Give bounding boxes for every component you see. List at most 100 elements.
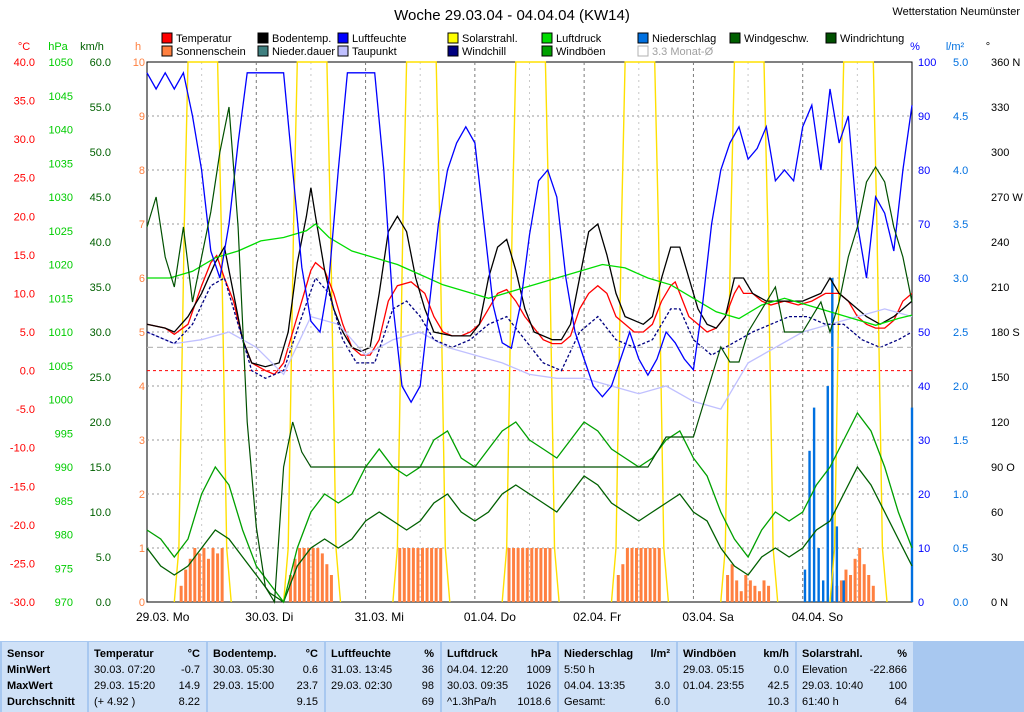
legend-swatch <box>447 45 459 57</box>
axis-tick-sun: 2 <box>139 489 145 501</box>
axis-tick-rain: 4.5 <box>953 111 968 123</box>
sunshine-bar <box>439 548 443 602</box>
legend-label: Bodentemp. <box>272 33 331 45</box>
sunshine-bar <box>298 548 302 602</box>
axis-tick-dir: 120 <box>991 417 1009 429</box>
axis-tick-press: 990 <box>55 462 73 474</box>
sunshine-bar <box>516 548 520 602</box>
sunshine-bar <box>407 548 411 602</box>
axis-tick-temp: 35.0 <box>14 96 35 108</box>
axis-tick-dir: 60 <box>991 507 1003 519</box>
stats-col-luftdruck: Luftdruck hPa 04.04. 12:20 1009 30.03. 09:35… <box>442 642 557 712</box>
stats-col-title: Temperatur <box>94 648 154 660</box>
stats-cell-label: 5:50 h <box>564 664 595 676</box>
axis-tick-wind: 20.0 <box>90 417 111 429</box>
legend-label: Luftdruck <box>556 33 602 45</box>
rain-bar <box>803 569 807 602</box>
sunshine-bar <box>307 548 311 602</box>
axis-tick-temp: 40.0 <box>14 57 35 69</box>
axis-tick-temp: -15.0 <box>10 481 35 493</box>
stats-col-title: Bodentemp. <box>213 648 277 660</box>
axis-tick-press: 975 <box>55 563 73 575</box>
stats-col-unit: °C <box>305 648 318 660</box>
sunshine-bar <box>757 591 761 602</box>
axis-tick-press: 1045 <box>49 91 73 103</box>
axis-tick-temp: 15.0 <box>14 250 35 262</box>
stats-cell-label: 30.03. 05:30 <box>213 664 275 676</box>
sunshine-bar <box>293 558 297 602</box>
stats-cell-value: 1018.6 <box>517 696 551 708</box>
axis-tick-sun: 0 <box>139 597 145 609</box>
solar-radiation-line <box>392 61 451 603</box>
sensor-header: Sensor <box>7 648 45 660</box>
sunshine-bar <box>320 553 324 602</box>
stats-cell-value: 9.15 <box>296 696 318 708</box>
solar-radiation-line <box>720 61 779 603</box>
axis-tick-temp: 0.0 <box>20 366 35 378</box>
sunshine-bar <box>316 548 320 602</box>
stats-cell-value: 0.0 <box>773 664 789 676</box>
axis-tick-rain: 3.5 <box>953 219 968 231</box>
stats-col-unit: km/h <box>763 648 789 660</box>
chart-bars <box>179 278 914 602</box>
sunshine-bar <box>621 564 625 602</box>
legend-swatch <box>337 32 349 44</box>
row-label-avg: Durchschnitt <box>7 696 75 708</box>
sunshine-bar <box>639 548 643 602</box>
axis-tick-rain: 3.0 <box>953 273 968 285</box>
stats-cell-value: 10.3 <box>767 696 789 708</box>
stats-col-windb-en: Windböen km/h 29.03. 05:15 0.0 01.04. 23:55 4… <box>678 642 795 712</box>
stats-col-unit: % <box>424 648 434 660</box>
axis-tick-hum: 40 <box>918 381 930 393</box>
sunshine-bar <box>730 564 734 602</box>
stats-cell-label: (+ 4.92 ) <box>94 696 136 708</box>
legend-swatch <box>161 32 173 44</box>
sunshine-bar <box>411 548 415 602</box>
rain-bar <box>835 526 839 602</box>
axis-tick-rain: 0.0 <box>953 597 968 609</box>
legend-label: Sonnenschein <box>176 46 246 58</box>
solar-radiation-line <box>173 61 232 603</box>
series-bodentemp- <box>146 187 913 368</box>
legend-label: Windböen <box>556 46 606 58</box>
axis-tick-temp: 10.0 <box>14 288 35 300</box>
legend-swatch <box>257 45 269 57</box>
axis-tick-sun: 7 <box>139 219 145 231</box>
axis-unit-temp: °C <box>18 41 30 53</box>
axis-tick-hum: 80 <box>918 165 930 177</box>
series-windb-en <box>146 411 913 604</box>
sunshine-bar <box>325 564 329 602</box>
sunshine-bar <box>329 575 333 602</box>
legend-label: Temperatur <box>176 33 232 45</box>
chart-title: Woche 29.03.04 - 04.04.04 (KW14) <box>394 7 630 24</box>
axis-tick-temp: -20.0 <box>10 520 35 532</box>
sunshine-bar <box>420 548 424 602</box>
axis-tick-rain: 1.5 <box>953 435 968 447</box>
sunshine-bar <box>525 548 529 602</box>
axis-tick-dir: 240 <box>991 237 1009 249</box>
chart-axes: -30.0-25.0-20.0-15.0-10.0-5.00.05.010.01… <box>10 41 1023 624</box>
x-axis-day-label: 04.04. So <box>792 610 844 624</box>
sunshine-bar <box>430 548 434 602</box>
axis-tick-hum: 100 <box>918 57 936 69</box>
stats-col-luftfeuchte: Luftfeuchte% 31.03. 13:45 36 29.03. 02:30 98… <box>326 642 440 712</box>
legend-label: Luftfeuchte <box>352 33 406 45</box>
sunshine-bar <box>867 575 871 602</box>
stats-cell-label: 29.03. 05:15 <box>683 664 745 676</box>
axis-tick-sun: 9 <box>139 111 145 123</box>
axis-tick-press: 1050 <box>49 57 73 69</box>
stats-cell-value: 42.5 <box>767 680 789 692</box>
solar-radiation-line <box>610 61 670 603</box>
axis-tick-sun: 3 <box>139 435 145 447</box>
legend-label: Nieder.dauer <box>272 46 335 58</box>
stats-cell-value: -0.7 <box>181 664 200 676</box>
sunshine-bar <box>839 580 843 602</box>
axis-tick-wind: 0.0 <box>96 597 111 609</box>
axis-tick-press: 980 <box>55 530 73 542</box>
axis-tick-sun: 4 <box>139 381 145 393</box>
sunshine-bar <box>216 553 220 602</box>
sunshine-bar <box>739 591 743 602</box>
legend-swatch <box>257 32 269 44</box>
stats-cell-value: 64 <box>894 696 907 708</box>
stats-cell-label: 29.03. 15:00 <box>213 680 275 692</box>
